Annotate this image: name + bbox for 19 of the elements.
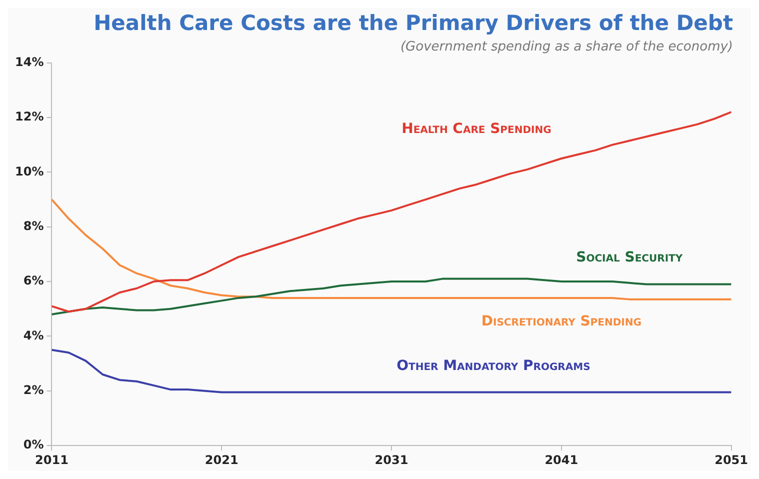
series-label: Discretionary Spending [481, 314, 642, 330]
y-tick-label: 4% [23, 328, 44, 342]
series-label: Health Care Spending [402, 121, 552, 138]
y-tick-label: 6% [23, 274, 44, 288]
y-tick-label: 0% [23, 438, 44, 452]
series-label: Social Security [576, 250, 684, 266]
x-tick-label: 2011 [35, 452, 68, 467]
x-tick-label: 2041 [544, 452, 578, 467]
y-tick-label: 2% [23, 383, 44, 398]
x-tick-label: 2021 [204, 452, 238, 467]
y-tick-label: 8% [23, 218, 44, 233]
chart-title: Health Care Costs are the Primary Drivers of the Debt [94, 11, 733, 36]
y-tick-label: 12% [14, 110, 44, 124]
x-tick-label: 2051 [714, 452, 748, 467]
series-label: Other Mandatory Programs [396, 358, 590, 374]
chart-subtitle: (Government spending as a share of the economy) [400, 39, 733, 54]
y-tick-label: 10% [14, 164, 44, 178]
y-tick-label: 14% [14, 54, 44, 69]
x-tick-label: 2031 [374, 452, 408, 467]
